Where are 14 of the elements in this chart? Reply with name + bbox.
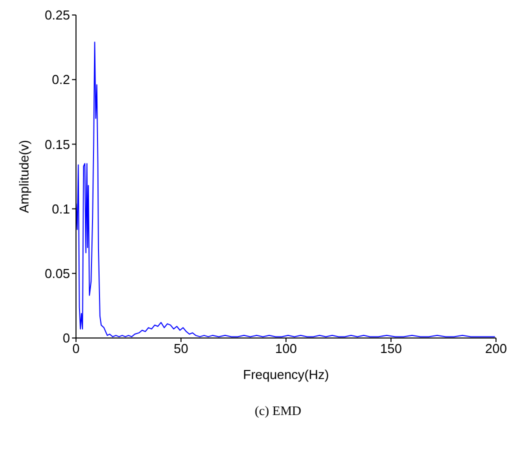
- y-axis-title: Amplitude(v): [16, 140, 32, 213]
- y-tick-label: 0: [62, 330, 70, 346]
- y-tick-label: 0.2: [52, 72, 70, 88]
- x-tick-label: 150: [380, 341, 402, 356]
- x-tick-label: 50: [174, 341, 188, 356]
- text: (c) EMD: [254, 403, 302, 419]
- x-tick-label: 0: [72, 341, 80, 356]
- x-axis-title: Frequency(Hz): [243, 367, 329, 382]
- y-tick-label: 0.15: [44, 136, 70, 152]
- y-tick-label: 0.05: [44, 266, 70, 282]
- y-tick-label: 0.1: [52, 201, 70, 216]
- x-tick-label: 100: [275, 341, 297, 356]
- x-tick-label: 200: [485, 341, 507, 356]
- y-tick-label: 0.25: [44, 8, 70, 23]
